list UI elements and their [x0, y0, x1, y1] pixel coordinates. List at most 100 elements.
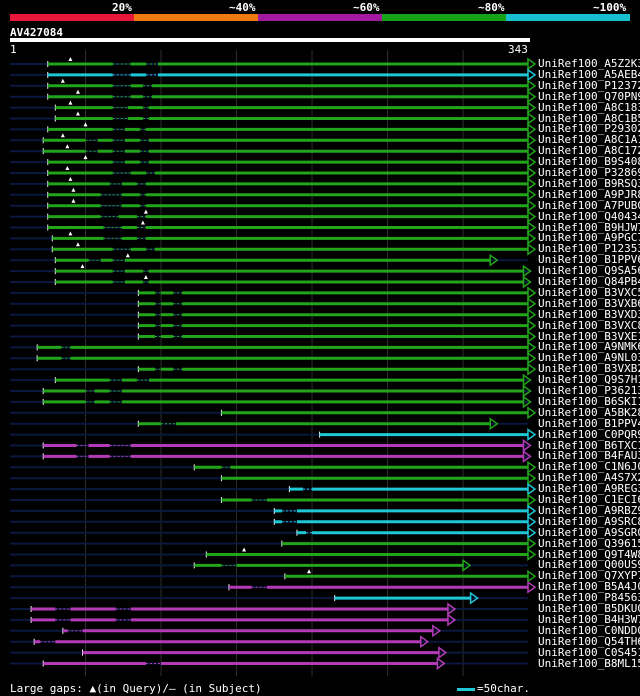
hit-arrowhead [527, 90, 537, 104]
hit-arrowhead [527, 428, 537, 442]
hit-arrowhead [489, 253, 499, 267]
hit-arrowhead [527, 340, 537, 354]
hit-label[interactable]: UniRef100_A9RBZ9 [538, 503, 640, 517]
hit-label[interactable]: UniRef100_Q9T4W8 [538, 547, 640, 561]
hit-label[interactable]: UniRef100_A5BK28 [538, 405, 640, 419]
query-gap-marker [125, 253, 130, 258]
hit-label[interactable]: UniRef100_B5A4J0 [538, 580, 640, 594]
hit-label[interactable]: UniRef100_A9NL03 [538, 351, 640, 365]
color-segment-60 [258, 14, 382, 21]
hit-label[interactable]: UniRef100_P29302 [538, 122, 640, 136]
hit-arrowhead [527, 242, 537, 256]
hit-label[interactable]: UniRef100_A8C183 [538, 100, 640, 114]
hit-arrowhead [527, 526, 537, 540]
hit-label[interactable]: UniRef100_C0PQR9 [538, 427, 640, 441]
hit-label[interactable]: UniRef100_B9HJW7 [538, 220, 640, 234]
hit-label[interactable]: UniRef100_A9SGR0 [538, 525, 640, 539]
hit-arrowhead [527, 199, 537, 213]
hit-label[interactable]: UniRef100_B6TXC1 [538, 438, 640, 452]
hit-label[interactable]: UniRef100_B3VXD3 [538, 307, 640, 321]
hit-arrowhead [527, 221, 537, 234]
query-gap-marker [75, 242, 80, 247]
hit-arrowhead [527, 515, 537, 529]
hit-arrowhead [447, 602, 457, 616]
hit-arrowhead [436, 657, 446, 670]
hit-label[interactable]: UniRef100_Q39615 [538, 536, 640, 550]
hit-label[interactable]: UniRef100_Q00US9 [538, 558, 640, 572]
hit-arrowhead [522, 373, 532, 387]
hit-label[interactable]: UniRef100_P36213 [538, 384, 640, 397]
hit-label[interactable]: UniRef100_B3VXB6 [538, 296, 640, 310]
hit-label[interactable]: UniRef100_B8ML15 [538, 656, 640, 670]
hit-label[interactable]: UniRef100_A5Z2K3 [538, 57, 640, 70]
hit-label[interactable]: UniRef100_A4S7X2 [538, 471, 640, 485]
query-gap-marker [65, 166, 70, 170]
hit-label[interactable]: UniRef100_C1ECI6 [538, 493, 640, 506]
hit-label[interactable]: UniRef100_B5DKU0 [538, 602, 640, 615]
hit-label[interactable]: UniRef100_B4FAU3 [538, 449, 640, 463]
hit-label[interactable]: UniRef100_B9RSQ3 [538, 176, 640, 190]
hit-label[interactable]: UniRef100_Q9SA56 [538, 264, 640, 278]
hit-label[interactable]: UniRef100_B1PPV4 [538, 416, 640, 430]
hit-arrowhead [527, 210, 537, 224]
hit-label[interactable]: UniRef100_Q9S7H1 [538, 373, 640, 387]
hit-label[interactable]: UniRef100_C0S451 [538, 645, 640, 659]
hit-arrowhead [527, 231, 537, 245]
hit-label[interactable]: UniRef100_Q40434 [538, 209, 640, 223]
hit-label[interactable]: UniRef100_B6SKI1 [538, 394, 640, 408]
hit-arrowhead [420, 635, 430, 649]
hit-label[interactable]: UniRef100_A8C172 [538, 144, 640, 158]
query-gap-marker [83, 122, 88, 127]
scale-label-60: ~60% [353, 1, 380, 14]
hit-arrowhead [489, 417, 499, 431]
hit-label[interactable]: UniRef100_C1N6J0 [538, 460, 640, 474]
hit-label[interactable]: UniRef100_P12353 [538, 242, 640, 256]
color-segment-100 [506, 14, 630, 21]
hit-label[interactable]: UniRef100_A9PJR8 [538, 187, 640, 201]
hit-arrowhead [527, 504, 537, 518]
hit-label[interactable]: UniRef100_Q84PB4 [538, 275, 640, 288]
hit-label[interactable]: UniRef100_P84563 [538, 591, 640, 605]
query-gap-marker [83, 155, 88, 160]
hit-arrowhead [527, 188, 537, 202]
hit-arrowhead [527, 297, 537, 311]
hit-label[interactable]: UniRef100_Q54TH6 [538, 634, 640, 648]
hit-label[interactable]: UniRef100_B3VXC5 [538, 285, 640, 299]
hit-label[interactable]: UniRef100_Q7XYP7 [538, 569, 640, 583]
hit-label[interactable]: UniRef100_A7PUB0 [538, 198, 640, 212]
scale-label-40: ~40% [229, 1, 256, 14]
query-gap-marker [75, 111, 80, 116]
hit-arrowhead [527, 493, 537, 507]
hit-label[interactable]: UniRef100_B3VXB2 [538, 362, 640, 376]
hit-label[interactable]: UniRef100_P32869 [538, 166, 640, 179]
hit-label[interactable]: UniRef100_A8C1A1 [538, 133, 640, 147]
hit-label[interactable]: UniRef100_A9NMK6 [538, 340, 640, 354]
hit-label[interactable]: UniRef100_B3VXE1 [538, 329, 640, 343]
hit-arrowhead [527, 112, 537, 125]
hit-arrowhead [527, 351, 537, 365]
hit-label[interactable]: UniRef100_B1PPV6 [538, 253, 640, 267]
hit-arrowhead [527, 330, 537, 343]
query-gap-marker [60, 133, 65, 138]
hit-label[interactable]: UniRef100_A5AEB4 [538, 67, 640, 81]
hit-label[interactable]: UniRef100_P12372 [538, 78, 640, 92]
query-gap-marker [143, 275, 148, 279]
hit-label[interactable]: UniRef100_A9SRC8 [538, 514, 640, 528]
hit-arrowhead [527, 308, 537, 322]
hit-arrowhead [527, 144, 537, 158]
hit-label[interactable]: UniRef100_B4H3W7 [538, 612, 640, 626]
color-segment-40 [134, 14, 258, 21]
hit-arrowhead [522, 384, 532, 398]
hit-label[interactable]: UniRef100_A9REG3 [538, 482, 640, 496]
hit-label[interactable]: UniRef100_Q70PN9 [538, 89, 640, 103]
hit-label[interactable]: UniRef100_A9PGC7 [538, 231, 640, 245]
query-gap-marker [68, 231, 73, 236]
scale-label-100: ~100% [593, 1, 627, 14]
hit-label[interactable]: UniRef100_B9S408 [538, 155, 640, 169]
hit-label[interactable]: UniRef100_B3VXC8 [538, 318, 640, 332]
query-gap-marker [71, 198, 76, 203]
hit-label[interactable]: UniRef100_A8C1B5 [538, 111, 640, 125]
hit-arrowhead [527, 68, 537, 82]
hit-label[interactable]: UniRef100_C0NDD0 [538, 623, 640, 637]
hit-arrowhead [522, 275, 532, 289]
